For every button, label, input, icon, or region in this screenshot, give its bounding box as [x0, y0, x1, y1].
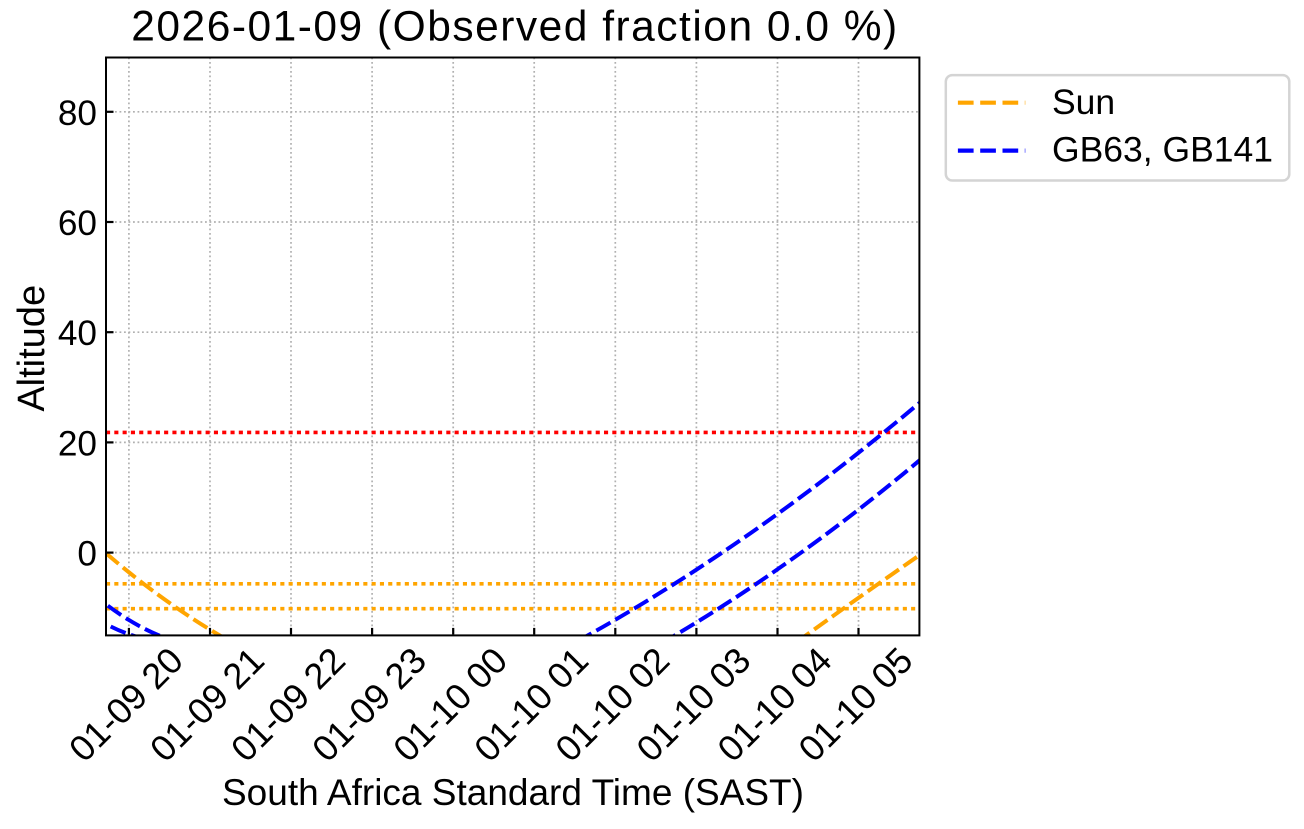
svg-text:40: 40	[58, 314, 97, 353]
svg-text:Altitude: Altitude	[11, 285, 53, 412]
svg-text:0: 0	[77, 535, 97, 574]
svg-text:80: 80	[58, 94, 97, 133]
svg-text:Sun: Sun	[1052, 82, 1115, 122]
svg-text:2026-01-09 (Observed fraction: 2026-01-09 (Observed fraction 0.0 %)	[131, 4, 898, 51]
svg-text:GB63, GB141: GB63, GB141	[1052, 130, 1273, 170]
svg-text:20: 20	[58, 424, 97, 463]
svg-text:60: 60	[58, 204, 97, 243]
svg-text:South Africa Standard Time (SA: South Africa Standard Time (SAST)	[222, 772, 804, 813]
